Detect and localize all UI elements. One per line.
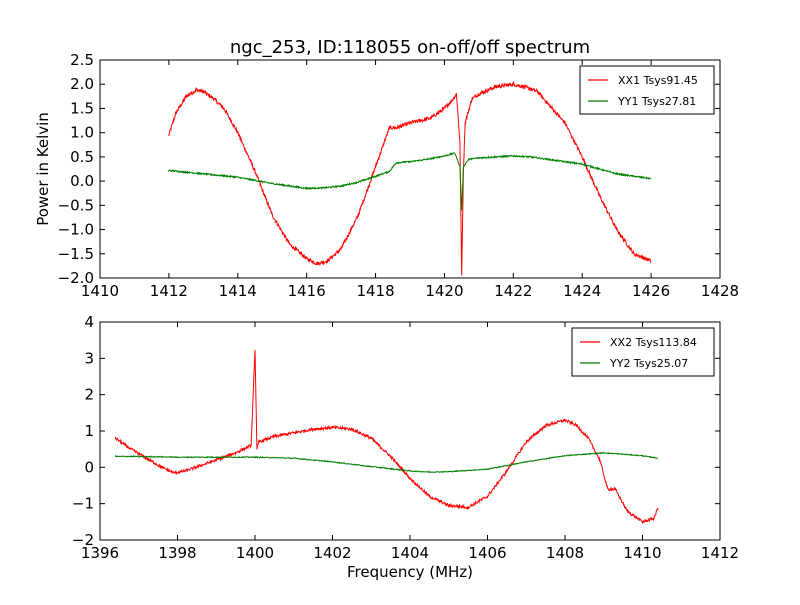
x-tick-label: 1420 [425,282,463,300]
y-tick-label: 0.5 [70,148,94,166]
legend-label: YY2 Tsys25.07 [609,357,688,370]
x-tick-label: 1398 [158,544,196,562]
x-tick-label: 1412 [701,544,739,562]
y-tick-label: 1.5 [70,99,94,117]
legend-label: XX2 Tsys113.84 [610,336,697,349]
x-tick-label: 1410 [81,282,119,300]
x-tick-label: 1406 [468,544,506,562]
x-tick-label: 1396 [81,544,119,562]
legend: XX1 Tsys91.45 YY1 Tsys27.81 [579,65,715,115]
panel-1: 1410 1412 1414 1416 1418 1420 1422 1424 1426 1428… [34,51,739,300]
y-tick-label: 0.0 [70,172,94,190]
y-tick-label: 2.0 [70,75,94,93]
x-tick-label: 1428 [701,282,739,300]
x-tick-label: 1402 [313,544,351,562]
x-tick-label: 1422 [494,282,532,300]
y-tick-label: −1 [72,495,94,513]
y-tick-label: 4 [84,313,94,331]
panel-2: 1396 1398 1400 1402 1404 1406 1408 1410 1412−2−1… [72,313,739,581]
x-tick-label: 1410 [623,544,661,562]
x-tick-label: 1412 [150,282,188,300]
x-tick-label: 1404 [391,544,429,562]
legend-label: XX1 Tsys91.45 [618,74,698,87]
plot-frame [99,59,721,279]
y-tick-label: −1.5 [58,245,94,263]
y-tick-label: −0.5 [58,196,94,214]
y-tick-label: −1.0 [58,221,94,239]
x-tick-label: 1424 [563,282,601,300]
x-tick-label: 1414 [219,282,257,300]
legend-label: YY1 Tsys27.81 [617,95,696,108]
x-tick-label: 1416 [288,282,326,300]
legend-box [579,65,715,115]
x-tick-label: 1400 [236,544,274,562]
chart-title: ngc_253, ID:118055 on-off/off spectrum [230,37,590,58]
y-tick-label: 1.0 [70,124,94,142]
x-tick-label: 1408 [546,544,584,562]
series-line-xx [168,80,652,276]
x-tick-label: 1418 [356,282,394,300]
y-tick-label: 2 [84,386,94,404]
y-tick-label: −2 [72,531,94,549]
y-tick-label: 1 [84,422,94,440]
y-tick-label: −2.0 [58,269,94,287]
series-line-yy [168,151,652,211]
y-tick-label: 0 [84,458,94,476]
x-axis-label: Frequency (MHz) [347,563,473,581]
series-line-yy [115,451,659,474]
legend: XX2 Tsys113.84 YY2 Tsys25.07 [571,327,715,377]
y-axis-label: Power in Kelvin [34,112,52,226]
series-line-xx [115,349,659,524]
x-tick-label: 1426 [632,282,670,300]
y-tick-label: 2.5 [70,51,94,69]
legend-box [571,327,715,377]
y-tick-label: 3 [84,349,94,367]
